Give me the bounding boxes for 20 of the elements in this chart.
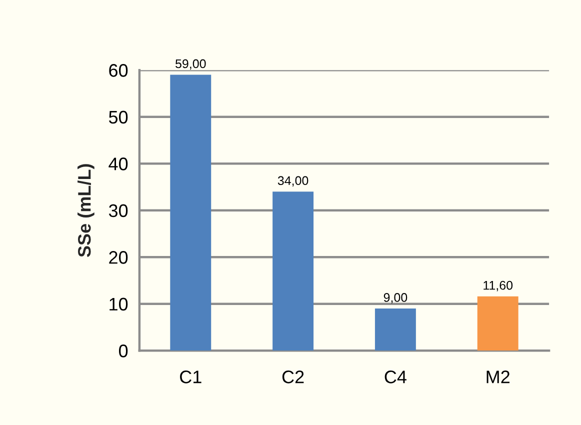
y-tick-label: 0 [118,344,128,358]
bar [477,296,518,351]
y-tick-label: 30 [108,204,128,218]
x-tick-label: C1 [180,370,202,384]
y-tick-label: 40 [108,158,128,170]
y-tick-label: 10 [110,298,128,311]
data-label: 11,60 [484,280,513,292]
bar [374,308,416,351]
bar [272,192,314,351]
y-tick-label: 60 [109,64,128,77]
data-label: 59,00 [176,59,206,70]
bar [170,74,212,351]
x-tick-label: C2 [282,370,304,384]
y-axis-title: SSe (mL/L) [78,164,94,258]
data-label: 9,00 [384,293,408,304]
x-tick-label: C4 [384,370,406,384]
y-tick-label: 20 [109,251,128,264]
y-tick-label: 50 [108,110,128,124]
x-tick-label: M2 [486,370,510,384]
data-label: 34,00 [278,176,308,187]
